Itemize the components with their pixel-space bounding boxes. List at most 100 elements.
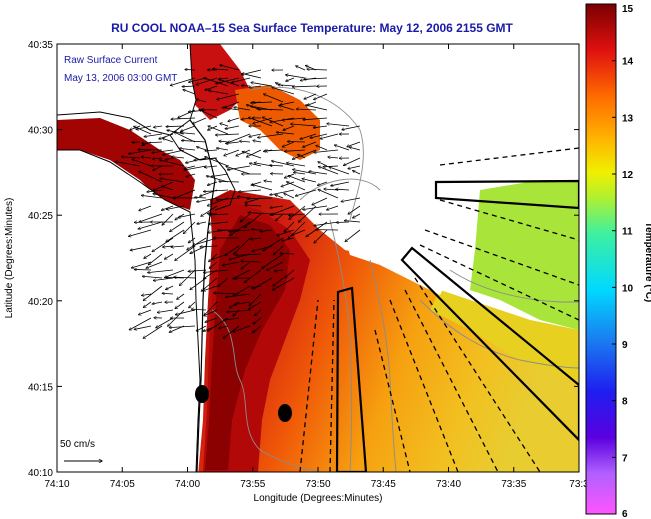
current-vector: [212, 253, 229, 260]
survey-line: [439, 199, 579, 241]
current-vector: [162, 149, 185, 155]
x-tick-label: 74:05: [110, 479, 135, 490]
current-vector: [184, 165, 207, 170]
current-vector: [190, 245, 207, 253]
current-vector: [159, 133, 174, 139]
y-tick-label: 40:20: [28, 297, 53, 308]
current-vector: [251, 285, 262, 288]
contour-canyon: [299, 178, 381, 201]
current-vector: [317, 181, 328, 185]
current-vector: [121, 157, 141, 158]
current-vector: [307, 69, 328, 70]
current-vector: [304, 93, 317, 99]
current-vector: [197, 197, 218, 202]
current-vector: [204, 269, 229, 272]
current-vector: [277, 229, 295, 236]
current-vector: [141, 195, 163, 199]
current-vector: [177, 293, 185, 299]
current-vector: [270, 205, 295, 215]
current-vector: [234, 107, 251, 111]
current-vector: [345, 229, 361, 242]
current-vector: [349, 147, 361, 151]
current-vector: [310, 133, 328, 138]
current-vector: [270, 189, 295, 195]
current-vector: [139, 213, 163, 222]
colorbar-ticks: 15 14 13 12 11 10 9 8 7 6: [612, 3, 634, 519]
current-vector: [292, 86, 317, 87]
current-vector: [233, 237, 251, 254]
colorbar-tick-label: 11: [622, 227, 633, 238]
current-vector: [348, 205, 361, 214]
current-vector: [249, 86, 262, 88]
current-vector: [205, 166, 218, 167]
current-vector: [208, 126, 229, 135]
current-vector: [228, 133, 251, 143]
current-vector: [282, 117, 306, 120]
colorbar-tick-label: 13: [622, 113, 634, 124]
current-vector: [316, 145, 328, 151]
current-vector: [329, 167, 350, 175]
current-vector: [219, 79, 240, 87]
current-vector: [204, 301, 218, 315]
current-vector: [213, 69, 229, 70]
glider-box-southeast: [400, 246, 579, 442]
current-vector: [252, 185, 273, 191]
current-vector: [314, 93, 328, 100]
current-vector: [275, 195, 284, 199]
current-vector: [143, 301, 152, 307]
current-vector: [154, 126, 163, 127]
current-vector: [282, 141, 295, 147]
map-title: RU COOL NOAA–15 Sea Surface Temperature:…: [111, 21, 513, 35]
current-vector: [347, 141, 361, 147]
current-vector: [181, 125, 196, 131]
current-vector: [304, 78, 328, 79]
inset-line-2: May 13, 2006 03:00 GMT: [64, 73, 177, 84]
current-vector: [129, 317, 152, 330]
land: [57, 44, 236, 472]
current-vector: [331, 181, 350, 186]
current-vector: [291, 229, 306, 235]
current-vector: [220, 123, 229, 127]
current-vector: [285, 269, 295, 278]
colorbar-tick-label: 10: [622, 283, 634, 294]
current-vector: [175, 301, 185, 309]
current-vector: [196, 325, 207, 331]
long-branch-coast: [57, 149, 201, 472]
current-vector: [219, 325, 229, 328]
current-vector: [313, 125, 328, 128]
current-vector: [251, 82, 273, 87]
colorbar-ramp: [585, 3, 617, 515]
bathymetry-contours: [211, 86, 579, 472]
x-tick-label: 73:40: [436, 479, 461, 490]
current-vector: [314, 229, 328, 243]
current-vector: [142, 276, 163, 279]
current-vector: [245, 197, 262, 203]
current-vector: [180, 133, 196, 135]
y-tick-label: 40:10: [28, 468, 53, 479]
current-vector: [205, 85, 218, 90]
inset-line-1: Raw Surface Current: [64, 55, 158, 66]
current-vector: [170, 77, 196, 86]
current-vector: [208, 90, 229, 95]
current-vector: [152, 301, 163, 304]
current-vector: [142, 294, 152, 295]
current-vector: [292, 149, 317, 159]
current-vector: [241, 261, 251, 269]
current-vector: [227, 165, 251, 170]
current-vector: [229, 229, 251, 232]
current-vector: [139, 309, 152, 315]
y-axis: 40:35 40:30 40:25 40:20 40:15 40:10: [28, 40, 579, 479]
current-vector: [234, 301, 251, 305]
current-vector: [164, 253, 174, 259]
current-vector: [288, 141, 306, 142]
contour-40m: [449, 269, 579, 303]
current-vector: [143, 285, 163, 300]
y-tick-label: 40:30: [28, 126, 53, 137]
current-vector: [307, 101, 317, 105]
current-vector: [280, 253, 295, 254]
colorbar-label: Temperature (°C): [643, 222, 651, 303]
current-vector: [225, 125, 240, 129]
current-vector: [179, 148, 196, 151]
current-vector: [327, 124, 350, 127]
current-vector: [353, 171, 361, 175]
